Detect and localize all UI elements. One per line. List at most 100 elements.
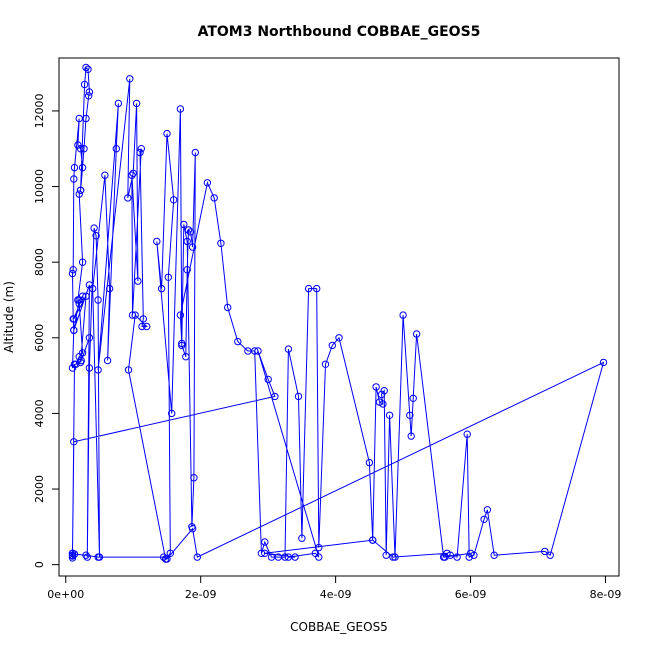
data-point (483, 506, 492, 514)
data-point (94, 366, 102, 374)
data-point (168, 409, 176, 418)
x-tick-label: 8e-09 (590, 588, 622, 601)
data-point (76, 358, 85, 367)
y-tick-label: 0 (33, 561, 46, 568)
data-point (191, 148, 200, 157)
data-point (124, 366, 133, 374)
data-point (76, 186, 85, 195)
data-point (284, 345, 293, 353)
data-point (138, 322, 146, 331)
data-point (131, 311, 139, 319)
data-point (105, 284, 114, 293)
data-point (75, 190, 83, 198)
data-point (94, 553, 102, 561)
data-point (399, 311, 407, 319)
data-point (261, 538, 269, 546)
data-point (72, 360, 80, 368)
data-point (70, 315, 78, 323)
data-point (128, 171, 136, 179)
x-tick-label: 6e-09 (455, 588, 487, 601)
data-point (406, 411, 414, 419)
data-point (82, 63, 90, 72)
data-point (183, 237, 191, 246)
data-point (80, 145, 88, 153)
data-point (69, 266, 77, 274)
data-point (132, 99, 141, 108)
data-point (234, 337, 242, 346)
data-point (264, 375, 272, 384)
data-point (114, 99, 123, 108)
data-point (304, 284, 313, 293)
data-point (281, 553, 289, 561)
data-point (137, 145, 146, 153)
data-point (372, 383, 380, 391)
data-point (210, 194, 218, 202)
data-point (546, 551, 554, 559)
data-point (112, 145, 121, 153)
data-point (186, 228, 195, 236)
data-point (85, 334, 94, 342)
data-point (389, 553, 397, 561)
data-point (251, 347, 259, 355)
data-point (85, 88, 94, 96)
x-axis: 0e+00 2e-09 4e-09 6e-09 8e-09 (47, 575, 622, 601)
data-point (315, 543, 323, 552)
x-axis-label: COBBAE_GEOS5 (290, 620, 388, 634)
data-point (166, 549, 175, 557)
data-point (92, 232, 100, 240)
data-point (379, 400, 387, 408)
data-point (143, 322, 151, 331)
data-point (136, 148, 144, 157)
data-point (190, 474, 198, 482)
data-point (480, 515, 488, 523)
data-point (153, 237, 161, 246)
data-point (369, 536, 377, 544)
data-point (443, 549, 451, 557)
data-point (178, 339, 186, 348)
data-point (139, 315, 148, 323)
y-axis-label: Altitude (m) (2, 281, 16, 353)
data-point (159, 553, 168, 561)
y-tick-label: 2000 (33, 475, 46, 503)
data-point (463, 430, 471, 438)
x-tick-label: 4e-09 (320, 588, 352, 601)
data-point (128, 311, 137, 319)
data-point (203, 179, 212, 187)
data-point (184, 226, 193, 234)
data-point (441, 553, 449, 561)
data-point (382, 551, 390, 559)
data-point (170, 196, 178, 204)
data-point (391, 553, 399, 561)
data-point (412, 330, 421, 338)
data-point (103, 356, 112, 365)
y-axis: 0 2000 4000 6000 8000 10000 12000 (33, 93, 60, 568)
data-point (188, 525, 197, 533)
y-tick-label: 6000 (33, 324, 46, 352)
data-point (254, 347, 262, 355)
data-point (82, 551, 90, 559)
data-point (311, 549, 320, 557)
chart-title: ATOM3 Northbound COBBAE_GEOS5 (198, 24, 481, 40)
data-point (409, 394, 417, 402)
data-point (182, 353, 190, 361)
data-point (80, 80, 89, 89)
data-point (407, 432, 415, 440)
data-point (85, 92, 93, 100)
data-point (294, 392, 303, 401)
data-point (84, 65, 92, 74)
data-point (94, 296, 102, 304)
data-point (76, 145, 85, 153)
data-point (385, 411, 394, 419)
data-point (70, 175, 78, 183)
y-tick-label: 12000 (33, 93, 46, 128)
data-point (335, 334, 343, 342)
data-point (178, 341, 186, 350)
data-point (257, 549, 266, 557)
data-point (68, 549, 77, 557)
data-point (70, 326, 78, 334)
data-point (176, 311, 185, 319)
data-point (183, 266, 191, 274)
series-line (71, 66, 605, 561)
data-point (453, 553, 461, 561)
